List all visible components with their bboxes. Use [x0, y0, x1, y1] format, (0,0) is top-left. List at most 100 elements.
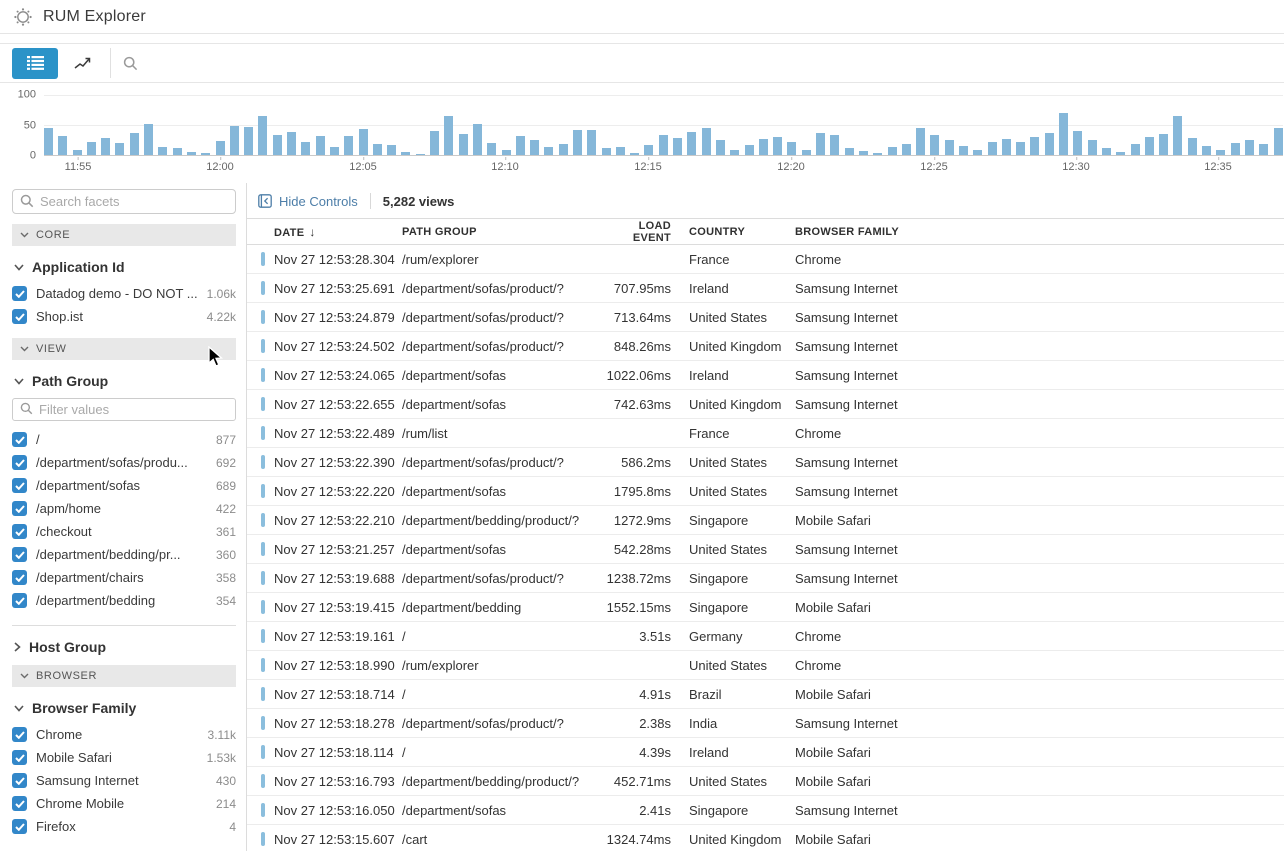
histogram-plot[interactable] [44, 95, 1283, 156]
column-header-date[interactable]: DATE ↓ [274, 224, 316, 239]
histogram-bar[interactable] [415, 153, 425, 155]
histogram-bar[interactable] [229, 125, 239, 155]
histogram-bar[interactable] [959, 146, 968, 155]
histogram-bar[interactable] [58, 136, 68, 155]
checkbox-checked[interactable] [12, 455, 27, 470]
facet-value-row[interactable]: Mobile Safari 1.53k [12, 746, 236, 769]
table-row[interactable]: Nov 27 12:53:22.210/department/bedding/p… [247, 506, 1284, 535]
table-row[interactable]: Nov 27 12:53:22.220/department/sofas 1795… [247, 477, 1284, 506]
facet-value-row[interactable]: /department/bedding/pr... 360 [12, 543, 236, 566]
histogram-bar[interactable] [701, 128, 711, 155]
histogram-bar[interactable] [773, 137, 783, 155]
histogram-bar[interactable] [387, 144, 397, 155]
timeseries-view-button[interactable] [62, 48, 104, 79]
histogram-bar[interactable] [530, 140, 540, 155]
table-row[interactable]: Nov 27 12:53:18.714 / 4.91s Brazil Mobile Sa… [247, 680, 1284, 709]
facet-value-row[interactable]: Datadog demo - DO NOT ... 1.06k [12, 282, 236, 305]
histogram-bar[interactable] [487, 143, 497, 155]
facet-value-row[interactable]: /department/chairs 358 [12, 566, 236, 589]
table-row[interactable]: Nov 27 12:53:22.489/rum/list France Chrome [247, 419, 1284, 448]
histogram-bar[interactable] [1144, 137, 1154, 155]
histogram-bar[interactable] [401, 152, 411, 155]
histogram-bar[interactable] [1259, 144, 1269, 155]
histogram-bar[interactable] [1116, 152, 1126, 155]
histogram-bar[interactable] [372, 143, 382, 155]
histogram-bar[interactable] [558, 143, 568, 155]
histogram-bar[interactable] [844, 147, 854, 155]
histogram-bar[interactable] [72, 149, 82, 155]
histogram-bar[interactable] [1044, 132, 1054, 155]
histogram-bar[interactable] [129, 132, 139, 155]
histogram-bar[interactable] [1130, 144, 1140, 155]
histogram-bar[interactable] [973, 150, 983, 155]
column-header-country[interactable]: COUNTRY [689, 225, 746, 238]
checkbox-checked[interactable] [12, 524, 27, 539]
table-row[interactable]: Nov 27 12:53:19.688/department/sofas/pro… [247, 564, 1284, 593]
query-search-input[interactable] [138, 49, 1284, 77]
histogram-bar[interactable] [315, 136, 325, 155]
histogram-bar[interactable] [887, 146, 897, 155]
checkbox-checked[interactable] [12, 819, 27, 834]
table-row[interactable]: Nov 27 12:53:16.050/department/sofas 2.41… [247, 796, 1284, 825]
table-row[interactable]: Nov 27 12:53:24.879/department/sofas/pro… [247, 303, 1284, 332]
table-row[interactable]: Nov 27 12:53:22.655/department/sofas 742.… [247, 390, 1284, 419]
checkbox-checked[interactable] [12, 547, 27, 562]
histogram-bar[interactable] [1001, 138, 1011, 155]
histogram-bar[interactable] [444, 116, 454, 155]
facet-value-row[interactable]: /apm/home 422 [12, 497, 236, 520]
histogram-bar[interactable] [1216, 150, 1226, 155]
histogram-bar[interactable] [916, 128, 926, 155]
facet-value-row[interactable]: /department/sofas/produ... 692 [12, 451, 236, 474]
table-row[interactable]: Nov 27 12:53:21.257/department/sofas 542.… [247, 535, 1284, 564]
histogram-bar[interactable] [715, 140, 725, 155]
facet-value-row[interactable]: / 877 [12, 428, 236, 451]
table-row[interactable]: Nov 27 12:53:18.278/department/sofas/pro… [247, 709, 1284, 738]
section-core[interactable]: CORE [12, 224, 236, 246]
histogram-bar[interactable] [1059, 113, 1069, 155]
facet-value-row[interactable]: Firefox 4 [12, 815, 236, 838]
histogram-bar[interactable] [587, 130, 597, 155]
histogram-bar[interactable] [615, 146, 625, 155]
histogram-bar[interactable] [515, 136, 525, 155]
histogram-bar[interactable] [258, 116, 268, 155]
histogram-bar[interactable] [758, 138, 768, 155]
checkbox-checked[interactable] [12, 286, 27, 301]
histogram-bar[interactable] [115, 143, 125, 155]
toolbar-search[interactable] [111, 49, 1284, 77]
table-row[interactable]: Nov 27 12:53:25.691/department/sofas/pro… [247, 274, 1284, 303]
checkbox-checked[interactable] [12, 727, 27, 742]
checkbox-checked[interactable] [12, 309, 27, 324]
histogram-bar[interactable] [544, 147, 554, 155]
histogram-bar[interactable] [501, 150, 511, 155]
facet-path-group[interactable]: Path Group [14, 373, 236, 389]
histogram-bar[interactable] [787, 142, 797, 155]
histogram-bar[interactable] [329, 146, 339, 155]
histogram-bar[interactable] [1159, 134, 1169, 155]
histogram-bar[interactable] [930, 135, 940, 155]
checkbox-checked[interactable] [12, 432, 27, 447]
histogram-bar[interactable] [144, 123, 154, 155]
facet-value-row[interactable]: Samsung Internet 430 [12, 769, 236, 792]
column-header-browser-family[interactable]: BROWSER FAMILY [795, 225, 900, 238]
column-header-path-group[interactable]: PATH GROUP [402, 225, 477, 238]
histogram-bar[interactable] [272, 135, 282, 155]
facet-value-row[interactable]: /department/bedding 354 [12, 589, 236, 612]
histogram-bar[interactable] [215, 141, 225, 155]
histogram-bar[interactable] [630, 152, 640, 155]
histogram-bar[interactable] [430, 131, 440, 155]
histogram-bar[interactable] [201, 153, 211, 155]
histogram-bar[interactable] [358, 128, 368, 155]
table-row[interactable]: Nov 27 12:53:22.390/department/sofas/pro… [247, 448, 1284, 477]
histogram-bar[interactable] [101, 138, 111, 155]
checkbox-checked[interactable] [12, 796, 27, 811]
histogram-bar[interactable] [244, 127, 254, 155]
facet-application-id[interactable]: Application Id [14, 259, 236, 275]
histogram-bar[interactable] [730, 149, 740, 155]
histogram-bar[interactable] [1230, 143, 1240, 155]
table-row[interactable]: Nov 27 12:53:28.304/rum/explorer France Ch… [247, 245, 1284, 274]
histogram-bar[interactable] [601, 147, 611, 155]
histogram-bar[interactable] [301, 141, 311, 155]
histogram-bar[interactable] [1273, 128, 1283, 155]
checkbox-checked[interactable] [12, 750, 27, 765]
histogram-bar[interactable] [644, 145, 654, 155]
